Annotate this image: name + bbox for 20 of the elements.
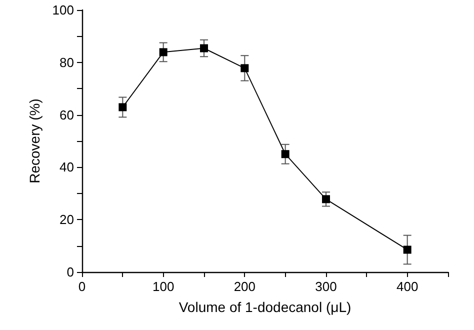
y-tick-label: 60: [60, 107, 74, 122]
point: [159, 48, 168, 56]
point: [240, 64, 249, 72]
y-axis-title: Recovery (%): [26, 98, 42, 184]
point: [118, 103, 127, 112]
point: [281, 150, 290, 158]
y-tick-label: 0: [66, 264, 74, 280]
x-tick-label: 300: [315, 279, 337, 294]
y-tick-label: 40: [60, 160, 74, 175]
point: [200, 44, 208, 52]
x-axis-title: Volume of 1-dodecanol (μL): [178, 299, 352, 315]
x-tick-label: 200: [234, 279, 256, 294]
x-tick-label: 400: [396, 279, 418, 294]
x-tick-label: 100: [152, 279, 174, 294]
x-tick-label: 0: [78, 279, 86, 294]
point: [322, 195, 330, 204]
y-tick-label: 20: [60, 212, 74, 228]
y-tick-label: 80: [60, 54, 74, 70]
point: [403, 246, 412, 254]
y-tick-label: 100: [52, 2, 74, 18]
